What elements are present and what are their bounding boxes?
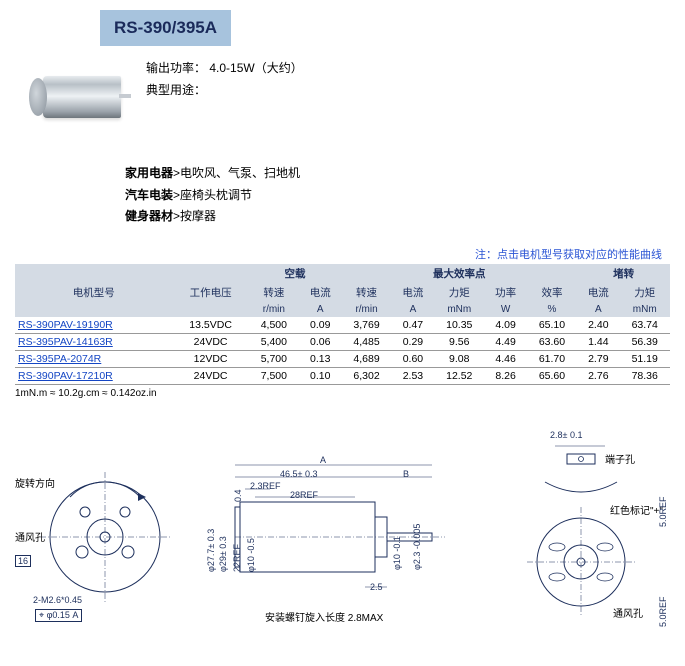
dim-23ref: 2.3REF xyxy=(250,481,281,491)
conversion-note: 1mN.m ≈ 10.2g.cm ≈ 0.142oz.in xyxy=(15,388,670,399)
dim-5ref-top: 5.0REF xyxy=(658,496,668,527)
diagram-terminal-view xyxy=(515,432,675,632)
unit-me-current: A xyxy=(392,302,434,317)
hdr-nl-speed: 转速 xyxy=(249,283,299,302)
table-note: 注：点击电机型号获取对应的性能曲线 xyxy=(15,246,670,262)
vent-label-front: 通风孔 xyxy=(15,529,45,544)
use-items-1: >座椅头枕调节 xyxy=(173,188,252,202)
dim-25: 2.5 xyxy=(370,582,383,592)
diagram-side-view xyxy=(210,447,460,627)
hdr-st-current: 电流 xyxy=(577,283,619,302)
group-noload: 空载 xyxy=(249,264,342,283)
screw-dim: 2-M2.6*0.45 xyxy=(33,595,82,605)
model-link[interactable]: RS-395PA-2074R xyxy=(18,353,101,365)
dim-B: B xyxy=(403,469,409,479)
group-stall: 堵转 xyxy=(577,264,670,283)
table-row: RS-395PA-2074R12VDC5,7000.134,6890.609.0… xyxy=(15,350,670,367)
dim-A: A xyxy=(320,455,326,465)
vent-label-term: 通风孔 xyxy=(613,605,643,620)
top-section: 输出功率： 4.0-15W（大约） 典型用途： xyxy=(15,58,670,153)
spec-text-block: 输出功率： 4.0-15W（大约） 典型用途： xyxy=(146,58,303,153)
table-row: RS-395PAV-14163R24VDC5,4000.064,4850.299… xyxy=(15,333,670,350)
spec-table: 空载 最大效率点 堵转 电机型号 工作电压 转速 电流 转速 电流 力矩 功率 … xyxy=(15,264,670,385)
terminal-label: 端子孔 xyxy=(605,451,635,466)
use-cat-0: 家用电器 xyxy=(125,166,173,180)
dim-105: φ10 -0.5 xyxy=(246,538,256,572)
dim-277: φ27.7± 0.3 xyxy=(206,528,216,571)
unit-me-power: W xyxy=(485,302,527,317)
uses-list: 家用电器>电吹风、气泵、扫地机 汽车电装>座椅头枕调节 健身器材>按摩器 xyxy=(125,163,670,228)
dim-23s: φ2.3 -0.005 xyxy=(412,523,422,569)
use-cat-2: 健身器材 xyxy=(125,209,173,223)
hdr-st-torque: 力矩 xyxy=(619,283,670,302)
hdr-nl-current: 电流 xyxy=(299,283,341,302)
overall-h: 16 xyxy=(15,555,31,567)
install-label: 安装螺钉旋入长度 2.8MAX xyxy=(265,609,383,624)
dim-5ref-bot: 5.0REF xyxy=(658,596,668,627)
output-power-label: 输出功率： xyxy=(146,61,206,75)
hdr-me-power: 功率 xyxy=(485,283,527,302)
unit-st-current: A xyxy=(577,302,619,317)
table-row: RS-390PAV-17210R24VDC7,5000.106,3022.531… xyxy=(15,367,670,384)
dim-28: 2.8± 0.1 xyxy=(550,430,582,440)
gd-label: ⌖ φ0.15 A xyxy=(35,609,82,622)
unit-me-eff: % xyxy=(527,302,577,317)
unit-me-torque: mNm xyxy=(434,302,484,317)
unit-st-torque: mNm xyxy=(619,302,670,317)
table-row: RS-390PAV-19190R13.5VDC4,5000.093,7690.4… xyxy=(15,317,670,334)
motor-photo xyxy=(15,58,130,153)
hdr-voltage: 工作电压 xyxy=(173,283,249,302)
hdr-me-current: 电流 xyxy=(392,283,434,302)
use-cat-1: 汽车电装 xyxy=(125,188,173,202)
rotation-label: 旋转方向 xyxy=(15,475,55,490)
red-mark-label: 红色标记"+" xyxy=(610,502,663,517)
dim-04: 0.4 xyxy=(233,489,243,502)
dim-465: 46.5± 0.3 xyxy=(280,469,317,479)
hdr-me-eff: 效率 xyxy=(527,283,577,302)
unit-nl-current: A xyxy=(299,302,341,317)
group-maxeff: 最大效率点 xyxy=(341,264,577,283)
model-link[interactable]: RS-390PAV-17210R xyxy=(18,370,113,382)
product-title: RS-390/395A xyxy=(100,10,231,46)
dim-22ref: 22REF xyxy=(232,544,242,572)
hdr-me-speed: 转速 xyxy=(341,283,391,302)
unit-nl-speed: r/min xyxy=(249,302,299,317)
model-link[interactable]: RS-395PAV-14163R xyxy=(18,336,113,348)
use-items-2: >按摩器 xyxy=(173,209,216,223)
output-power-value: 4.0-15W（大约） xyxy=(209,61,302,75)
dim-101: φ10 -0.1 xyxy=(392,536,402,570)
dim-28ref: 28REF xyxy=(290,490,318,500)
dim-297: φ29± 0.3 xyxy=(218,536,228,572)
hdr-model: 电机型号 xyxy=(15,283,173,302)
unit-me-speed: r/min xyxy=(341,302,391,317)
hdr-me-torque: 力矩 xyxy=(434,283,484,302)
typical-uses-label: 典型用途： xyxy=(146,83,206,97)
use-items-0: >电吹风、气泵、扫地机 xyxy=(173,166,300,180)
model-link[interactable]: RS-390PAV-19190R xyxy=(18,319,113,331)
diagram-area: 旋转方向 通风孔 2-M2.6*0.45 ⌖ φ0.15 A 16 A 46.5… xyxy=(15,427,670,637)
